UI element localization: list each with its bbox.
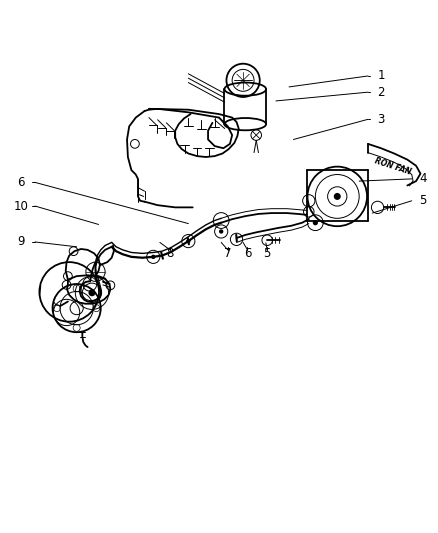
Circle shape (313, 220, 318, 225)
Text: 3: 3 (378, 113, 385, 126)
Text: 8: 8 (166, 247, 173, 260)
Text: 5: 5 (264, 247, 271, 260)
Circle shape (219, 229, 223, 233)
Circle shape (88, 289, 95, 296)
Text: 6: 6 (17, 176, 25, 189)
Text: 2: 2 (377, 86, 385, 99)
Circle shape (186, 239, 191, 243)
Text: 6: 6 (244, 247, 251, 260)
Text: 9: 9 (17, 236, 25, 248)
Text: 10: 10 (14, 199, 28, 213)
Text: 4: 4 (419, 172, 427, 185)
Text: 5: 5 (419, 195, 426, 207)
Text: 1: 1 (377, 69, 385, 83)
Circle shape (334, 193, 341, 200)
Text: RON FAN: RON FAN (373, 157, 412, 177)
Ellipse shape (225, 118, 266, 130)
Circle shape (151, 255, 155, 259)
Text: 7: 7 (224, 247, 232, 260)
